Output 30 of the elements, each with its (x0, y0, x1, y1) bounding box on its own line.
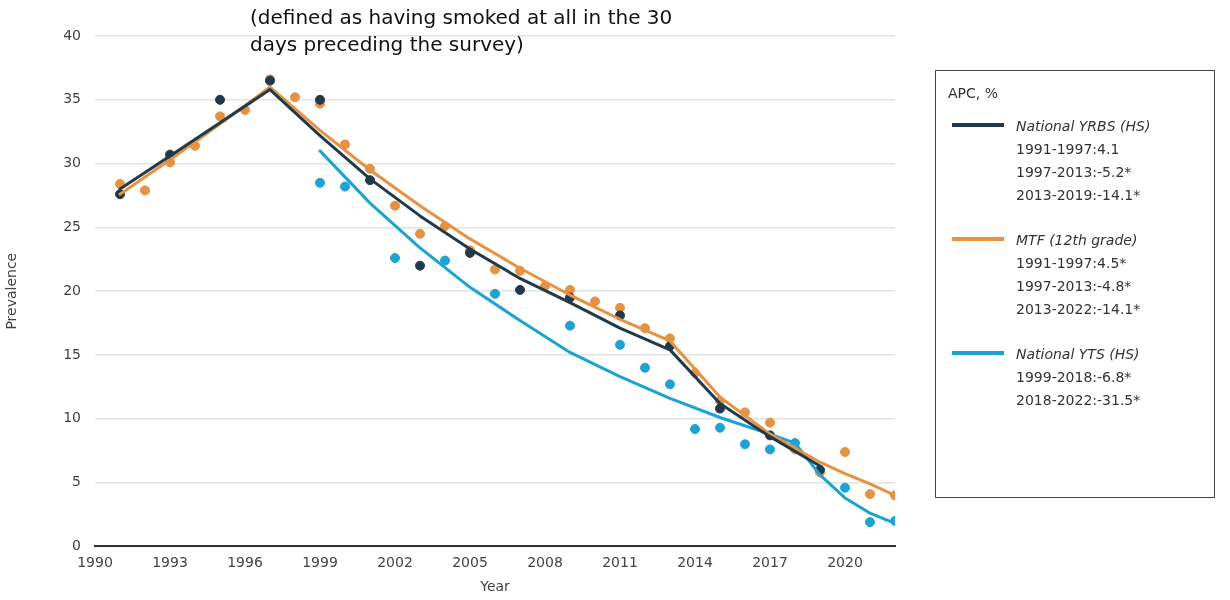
y-tick-label: 15 (63, 345, 81, 362)
x-tick-label: 2002 (377, 554, 413, 571)
y-tick-label: 35 (63, 90, 81, 107)
x-tick-label: 2014 (677, 554, 713, 571)
chart-subtitle: (defined as having smoked at all in the 30 days preceding the survey) (250, 4, 674, 58)
y-tick-label: 25 (63, 218, 81, 235)
x-tick-label: 2008 (527, 554, 563, 571)
x-tick-label: 2005 (452, 554, 488, 571)
text: 1999-2018:-6.8* 2018-2022:-31.5* (1016, 368, 1141, 410)
x-tick-label: 1993 (152, 554, 188, 571)
legend-label: MTF (12th grade) (1016, 231, 1139, 250)
x-tick-label: 2011 (602, 554, 638, 571)
x-tick-label: 1999 (302, 554, 338, 571)
text: 1991-1997:4.5* 1997-2013:-4.8* 2013-2022:-14.1* (1016, 254, 1141, 319)
y-tick-label: 40 (63, 26, 81, 43)
y-tick-label: 20 (63, 281, 81, 298)
y-tick-label: 30 (63, 154, 81, 171)
legend-label: National YTS (HS) (1016, 345, 1141, 364)
text: 1991-1997:4.1 1997-2013:-5.2* 2013-2019:-14.1* (1016, 140, 1142, 205)
y-tick-label: 0 (72, 537, 81, 554)
legend-title: APC, % (948, 85, 999, 101)
y-tick-label: 5 (72, 473, 81, 490)
x-tick-label: 2017 (752, 554, 788, 571)
y-axis-title: Prevalence (3, 252, 20, 330)
x-tick-label: 1996 (227, 554, 263, 571)
legend-label: National YRBS (HS) (1016, 117, 1151, 136)
y-tick-label: 10 (63, 409, 81, 426)
x-tick-label: 1990 (77, 554, 113, 571)
x-tick-label: 2020 (827, 554, 863, 571)
x-axis-title: Year (479, 578, 511, 595)
